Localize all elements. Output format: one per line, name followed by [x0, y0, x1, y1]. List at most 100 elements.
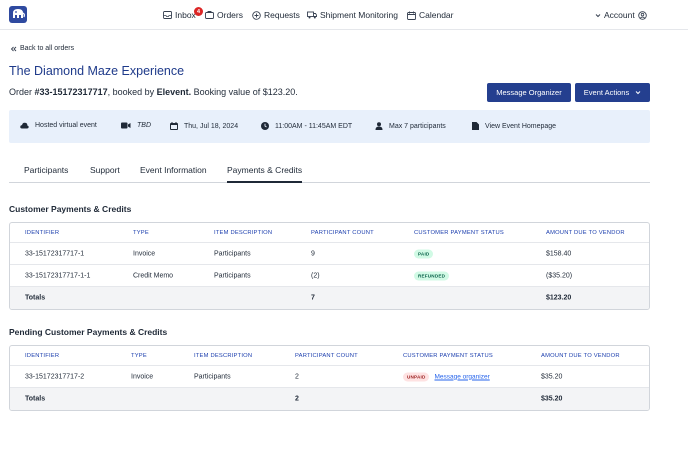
order-prefix: Order [9, 87, 35, 97]
clock-icon [261, 122, 269, 130]
user-icon [375, 122, 383, 130]
booking-value-text: Booking value of $123.20. [191, 87, 298, 97]
order-tabs: Participants Support Event Information P… [9, 160, 650, 183]
totals-count: 2 [295, 395, 299, 403]
count-cell: (2) [311, 272, 320, 279]
event-date-item: Thu, Jul 18, 2024 [170, 122, 238, 130]
tab-participants[interactable]: Participants [24, 165, 69, 175]
identifier-cell: 33-15172317717-1-1 [25, 272, 91, 279]
tab-support[interactable]: Support [90, 165, 120, 175]
count-cell: 9 [311, 250, 315, 257]
inbox-count-badge: 4 [194, 7, 203, 16]
count-cell: 2 [295, 373, 299, 380]
nav-calendar-label: Calendar [419, 10, 454, 20]
event-title: The Diamond Maze Experience [9, 64, 185, 78]
description-cell: Participants [214, 250, 251, 257]
table-row: 33-15172317717-2 Invoice Participants 2 … [10, 366, 649, 388]
top-nav: Inbox 4 Orders Requests Shipment Monitor… [0, 0, 688, 30]
event-type-item: Hosted virtual event [20, 122, 97, 129]
amount-cell: $158.40 [546, 250, 572, 257]
status-cell: REFUNDED [414, 271, 450, 280]
amount-cell: $35.20 [541, 373, 563, 380]
event-type-text: Hosted virtual event [35, 122, 97, 129]
status-cell: PAID [414, 249, 434, 258]
order-summary: Order #33-15172317717, booked by Elevent… [9, 87, 298, 97]
type-cell: Invoice [131, 373, 154, 380]
truck-icon [307, 11, 317, 19]
table-header-row: Identifier Type Item Description Partici… [10, 223, 649, 243]
order-number: #33-15172317717 [34, 87, 108, 97]
status-badge: UNPAID [403, 372, 430, 381]
account-label: Account [604, 10, 635, 20]
double-chevron-left-icon [10, 46, 17, 51]
back-to-orders-link[interactable]: Back to all orders [10, 45, 74, 52]
nav-inbox[interactable]: Inbox [163, 10, 196, 20]
view-homepage-text: View Event Homepage [485, 122, 557, 130]
totals-label: Totals [25, 294, 46, 302]
totals-row: Totals 7 $123.20 [10, 287, 649, 309]
table-row: 33-15172317717-1-1 Credit Memo Participa… [10, 265, 649, 287]
cloud-icon [20, 122, 29, 129]
back-link-label: Back to all orders [20, 45, 75, 52]
description-cell: Participants [194, 373, 231, 380]
nav-orders[interactable]: Orders [205, 10, 243, 20]
customer-payments-table: Identifier Type Item Description Partici… [9, 222, 650, 310]
event-location-text: TBD [137, 122, 151, 129]
event-time-item: 11:00AM - 11:45AM EDT [261, 122, 352, 130]
event-time-text: 11:00AM - 11:45AM EDT [275, 122, 353, 130]
column-header-identifier: Identifier [25, 229, 60, 236]
message-organizer-link[interactable]: Message organizer [434, 373, 490, 380]
column-header-participant-count: Participant Count [295, 352, 358, 359]
nav-inbox-label: Inbox [175, 10, 196, 20]
table-header-row: Identifier Type Item Description Partici… [10, 346, 649, 366]
event-participants-text: Max 7 participants [389, 122, 446, 130]
nav-shipment-label: Shipment Monitoring [320, 10, 398, 20]
video-camera-icon [121, 122, 131, 129]
event-info-bar: Hosted virtual event TBD Thu, Jul 18, 20… [9, 110, 650, 143]
column-header-payment-status: Customer Payment Status [403, 352, 493, 359]
nav-calendar[interactable]: Calendar [407, 10, 454, 20]
status-cell: UNPAID Message organizer [403, 372, 490, 381]
tab-event-information[interactable]: Event Information [140, 165, 207, 175]
column-header-identifier: Identifier [25, 352, 60, 359]
message-organizer-button[interactable]: Message Organizer [487, 83, 571, 102]
description-cell: Participants [214, 272, 251, 279]
nav-shipment-monitoring[interactable]: Shipment Monitoring [307, 10, 398, 20]
message-organizer-label: Message Organizer [496, 88, 562, 97]
nav-requests-label: Requests [264, 10, 300, 20]
totals-amount: $123.20 [546, 294, 572, 302]
elephant-logo-icon[interactable] [9, 6, 27, 23]
plus-circle-icon [252, 10, 261, 20]
event-actions-button[interactable]: Event Actions [575, 83, 650, 102]
totals-row: Totals 2 $35.20 [10, 388, 649, 410]
tab-payments-credits[interactable]: Payments & Credits [227, 165, 303, 183]
calendar-icon [170, 122, 178, 130]
status-badge: REFUNDED [414, 271, 450, 280]
nav-requests[interactable]: Requests [252, 10, 300, 20]
pending-payments-table: Identifier Type Item Description Partici… [9, 345, 650, 411]
column-header-amount-due: Amount Due To Vendor [546, 229, 625, 236]
calendar-icon [407, 11, 416, 20]
status-badge: PAID [414, 249, 434, 258]
account-menu[interactable]: Account [595, 10, 650, 20]
column-header-item-description: Item Description [194, 352, 253, 359]
view-event-homepage-link[interactable]: View Event Homepage [472, 122, 556, 130]
column-header-type: Type [133, 229, 149, 236]
event-actions-label: Event Actions [583, 88, 630, 97]
chevron-down-icon [595, 13, 601, 17]
identifier-cell: 33-15172317717-2 [25, 373, 85, 380]
chevron-down-icon [635, 91, 641, 95]
type-cell: Credit Memo [133, 272, 174, 279]
totals-count: 7 [311, 294, 315, 302]
orders-icon [205, 11, 214, 19]
document-icon [472, 122, 479, 130]
column-header-amount-due: Amount Due To Vendor [541, 352, 620, 359]
user-circle-icon [637, 10, 647, 20]
column-header-type: Type [131, 352, 147, 359]
type-cell: Invoice [133, 250, 156, 257]
pending-payments-title: Pending Customer Payments & Credits [9, 327, 168, 337]
event-participants-item: Max 7 participants [375, 122, 446, 130]
column-header-payment-status: Customer Payment Status [414, 229, 504, 236]
booked-by-text: , booked by [107, 87, 157, 97]
column-header-item-description: Item Description [214, 229, 273, 236]
